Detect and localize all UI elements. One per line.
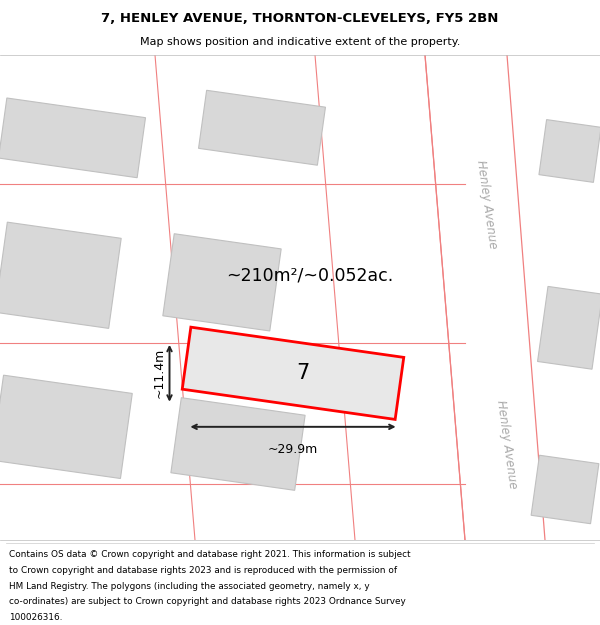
Polygon shape (0, 375, 132, 479)
Polygon shape (163, 234, 281, 331)
Text: Map shows position and indicative extent of the property.: Map shows position and indicative extent… (140, 38, 460, 48)
Text: ~210m²/~0.052ac.: ~210m²/~0.052ac. (226, 266, 394, 284)
Polygon shape (0, 222, 121, 328)
Text: Henley Avenue: Henley Avenue (494, 399, 520, 489)
Polygon shape (425, 55, 545, 540)
Polygon shape (199, 90, 325, 165)
Text: co-ordinates) are subject to Crown copyright and database rights 2023 Ordnance S: co-ordinates) are subject to Crown copyr… (9, 598, 406, 606)
Polygon shape (531, 455, 599, 524)
Text: 7, HENLEY AVENUE, THORNTON-CLEVELEYS, FY5 2BN: 7, HENLEY AVENUE, THORNTON-CLEVELEYS, FY… (101, 12, 499, 25)
Text: HM Land Registry. The polygons (including the associated geometry, namely x, y: HM Land Registry. The polygons (includin… (9, 582, 370, 591)
Text: Henley Avenue: Henley Avenue (475, 159, 500, 250)
Polygon shape (171, 398, 305, 491)
Polygon shape (182, 327, 404, 419)
Text: to Crown copyright and database rights 2023 and is reproduced with the permissio: to Crown copyright and database rights 2… (9, 566, 397, 575)
Polygon shape (0, 98, 145, 178)
Text: ~11.4m: ~11.4m (152, 348, 166, 398)
Text: 7: 7 (296, 363, 310, 383)
Text: 100026316.: 100026316. (9, 613, 62, 622)
Polygon shape (539, 119, 600, 182)
Polygon shape (538, 286, 600, 369)
Text: Contains OS data © Crown copyright and database right 2021. This information is : Contains OS data © Crown copyright and d… (9, 550, 410, 559)
Text: ~29.9m: ~29.9m (268, 443, 318, 456)
